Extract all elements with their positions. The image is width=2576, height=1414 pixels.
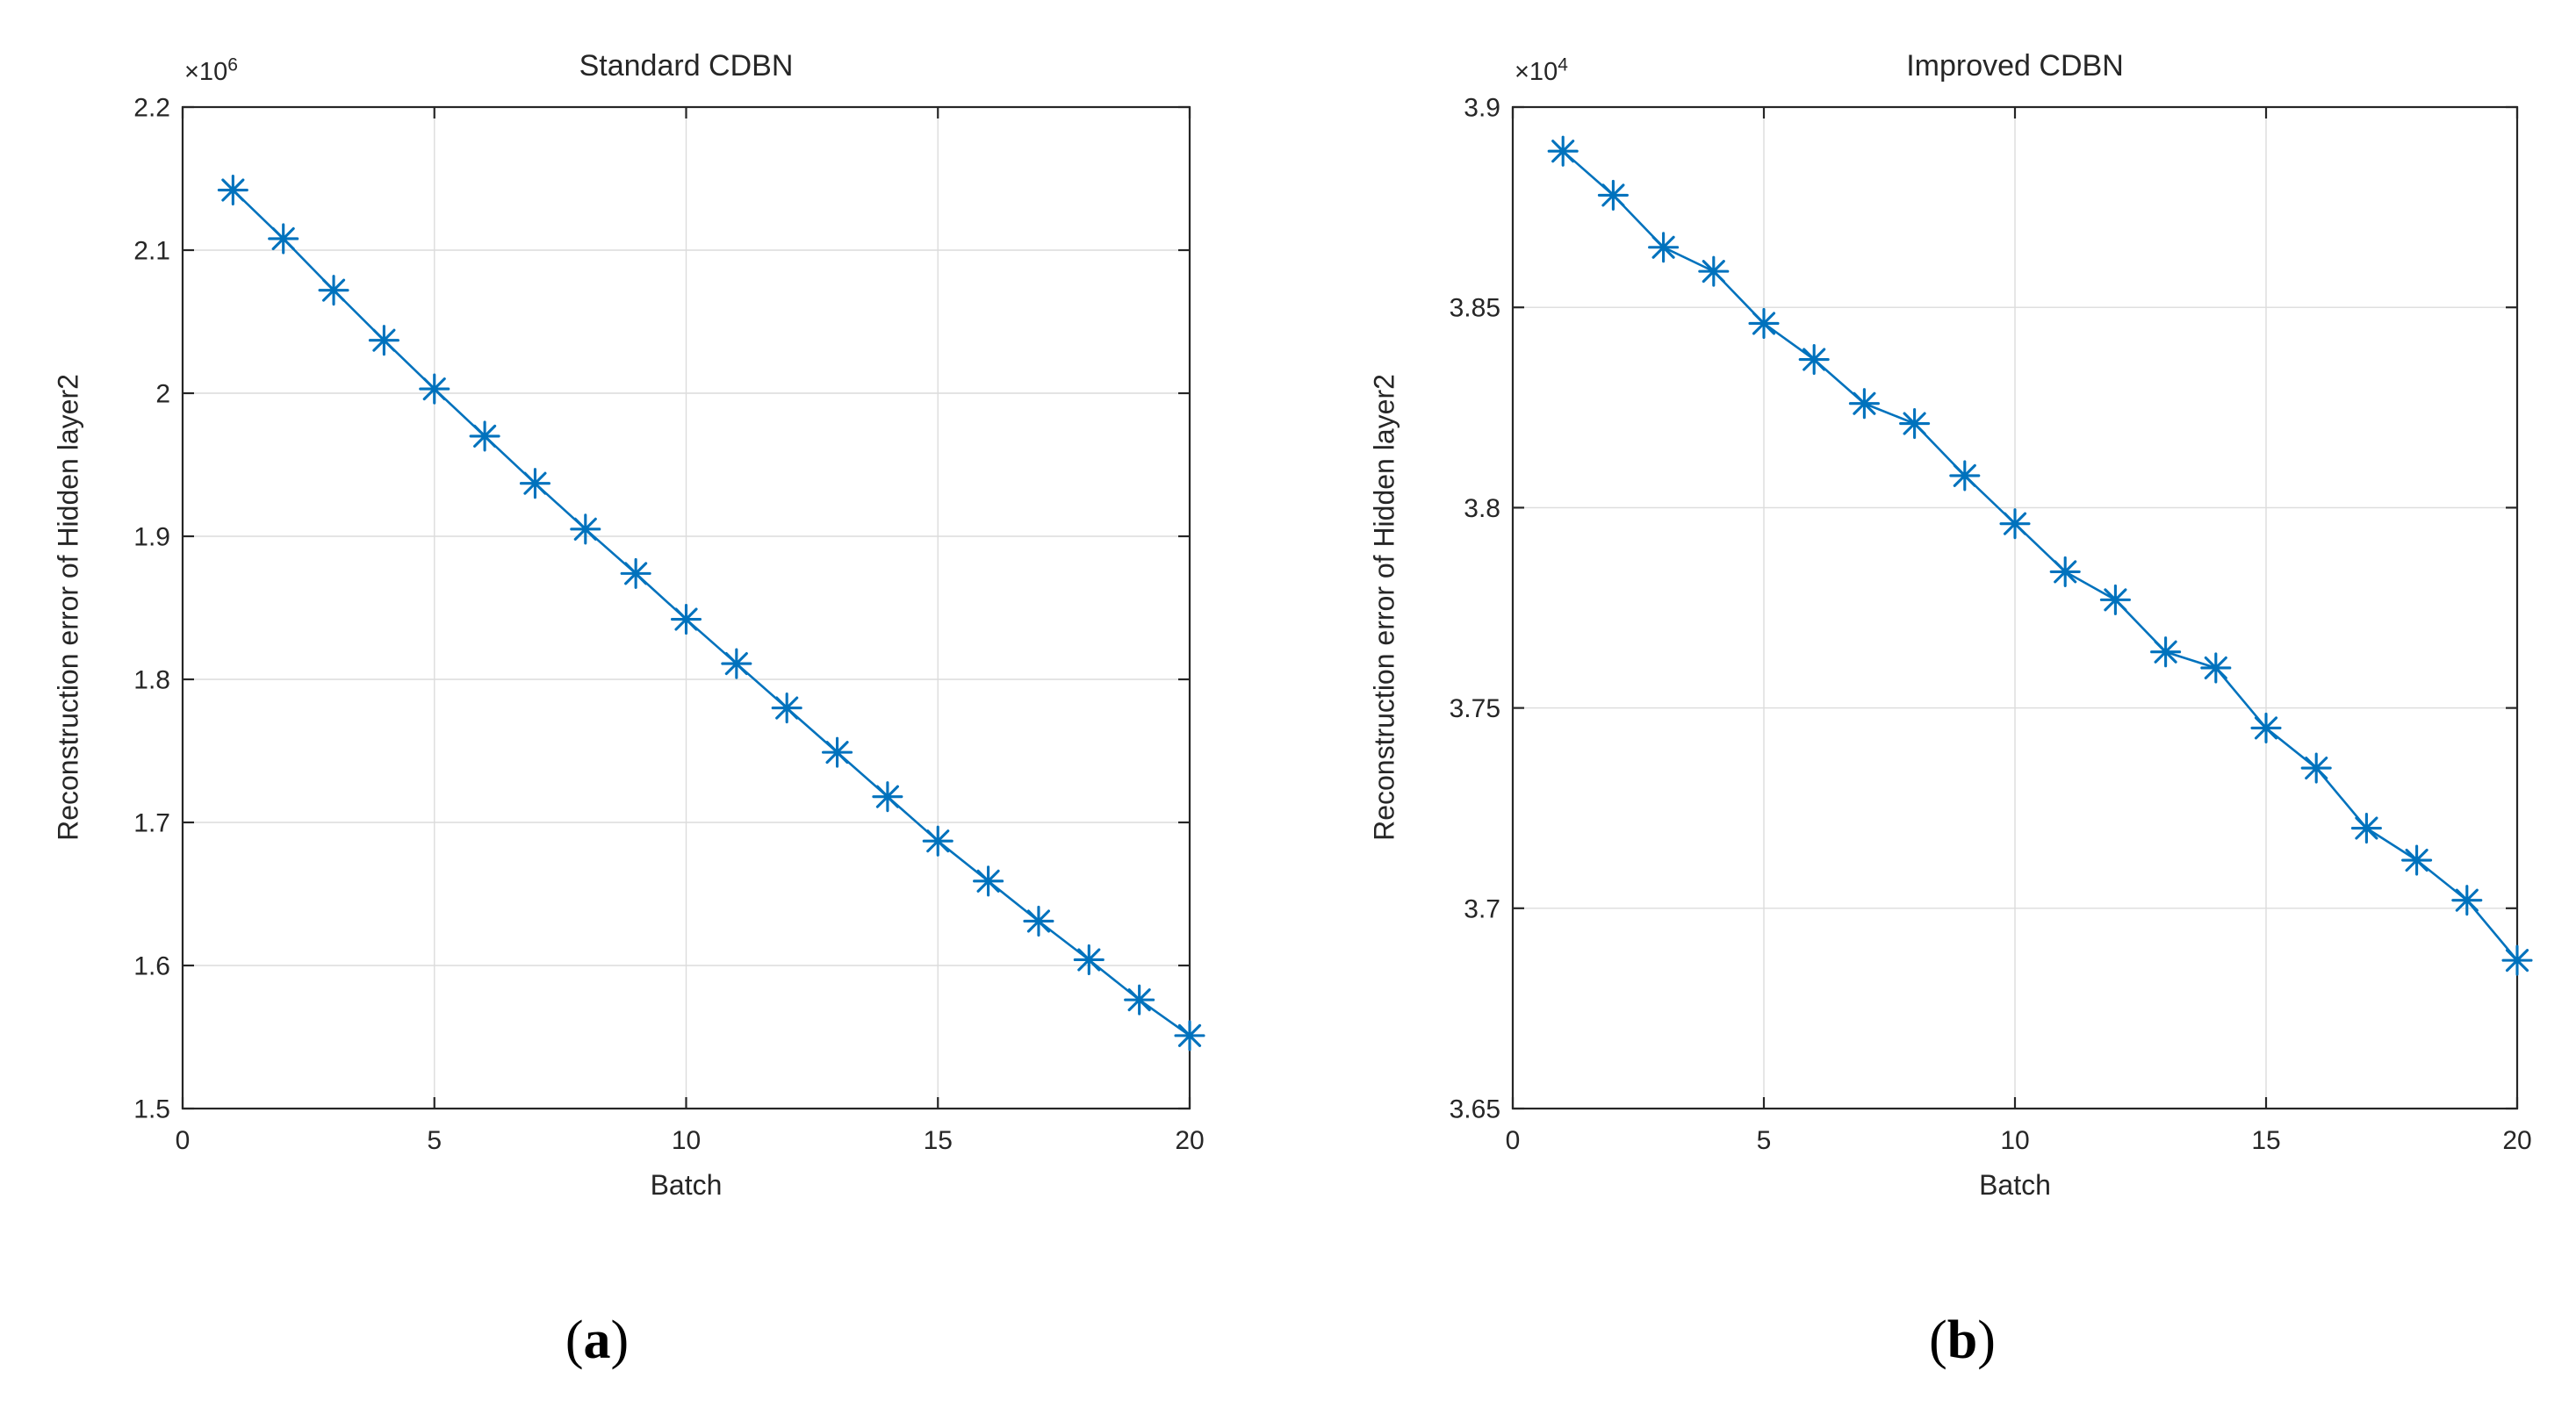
y-tick-label: 3.9 <box>1464 94 1500 123</box>
data-point-marker <box>1798 343 1830 376</box>
data-point-marker <box>2250 712 2282 743</box>
y-tick-label: 3.65 <box>1450 1095 1500 1124</box>
data-point-marker <box>318 275 349 306</box>
x-axis-label: Batch <box>650 1169 723 1201</box>
data-point-marker <box>2099 584 2131 615</box>
x-tick-label: 5 <box>1757 1126 1772 1155</box>
y-tick-label: 1.8 <box>133 666 170 695</box>
subfigure-label-open-paren: ( <box>565 1310 584 1370</box>
data-point-marker <box>922 825 953 857</box>
data-point-marker <box>1547 135 1579 167</box>
x-tick-label: 15 <box>924 1126 953 1155</box>
data-point-marker <box>1648 232 1680 263</box>
y-tick-label: 2 <box>155 380 170 409</box>
data-point-marker <box>268 223 299 255</box>
data-point-marker <box>771 693 802 724</box>
data-point-marker <box>1848 388 1880 420</box>
y-tick-label: 3.85 <box>1450 294 1500 323</box>
data-point-marker <box>1748 307 1780 340</box>
data-point-marker <box>1073 944 1105 976</box>
data-point-marker <box>1174 1020 1205 1052</box>
x-tick-label: 0 <box>176 1126 191 1155</box>
y-tick-label: 1.9 <box>133 523 170 552</box>
data-point-marker <box>2350 812 2382 844</box>
chart-title: Standard CDBN <box>579 49 794 83</box>
x-tick-label: 10 <box>2000 1126 2029 1155</box>
subfigure-label-letter: b <box>1946 1310 1978 1370</box>
data-point-marker <box>570 513 601 545</box>
subfigure-label-close-paren: ) <box>610 1310 630 1370</box>
subfigure-label-a: (a) <box>421 1310 773 1372</box>
y-tick-label: 1.5 <box>133 1095 170 1124</box>
y-axis-exponent: ×104 <box>1515 55 1568 87</box>
chart-panel-improved-cdbn: 0 5 10 15 20 3.65 3.7 3.75 3.8 3.85 3.9 Improved C… <box>1288 0 2576 1414</box>
chart-title: Improved CDBN <box>1906 49 2124 83</box>
plot-area-improved-cdbn: 0 5 10 15 20 3.65 3.7 3.75 3.8 3.85 3.9 <box>1450 94 2533 1155</box>
subfigure-label-b: (b) <box>1787 1310 2138 1372</box>
x-tick-label: 10 <box>672 1126 701 1155</box>
data-point-marker <box>670 603 702 635</box>
data-point-marker <box>2451 885 2483 916</box>
data-point-marker <box>620 557 651 589</box>
chart-panel-standard-cdbn: 0 5 10 15 20 1.5 1.6 1.7 1.8 1.9 2 2.1 2.2 Standard … <box>52 49 1205 1372</box>
data-point-marker <box>721 648 752 679</box>
y-exponent-power: 6 <box>227 54 238 75</box>
y-exponent-power: 4 <box>1558 54 1568 75</box>
y-axis-label: Reconstruction error of Hidden layer2 <box>52 374 84 841</box>
data-point-marker <box>2150 636 2182 668</box>
data-point-marker <box>1597 179 1629 211</box>
y-tick-label: 1.7 <box>133 809 170 838</box>
y-tick-label: 1.6 <box>133 952 170 981</box>
data-point-marker <box>872 781 903 813</box>
data-point-marker <box>1023 905 1054 937</box>
y-exponent-base: ×10 <box>1515 58 1558 86</box>
x-tick-label: 20 <box>1175 1126 1204 1155</box>
x-axis-label: Batch <box>1979 1169 2051 1201</box>
data-point-marker <box>1949 460 1981 492</box>
subfigure-label-letter: a <box>583 1310 611 1370</box>
y-exponent-base: ×10 <box>184 58 228 86</box>
data-point-marker <box>2049 556 2081 587</box>
data-point-marker <box>822 736 853 768</box>
x-tick-label: 15 <box>2251 1126 2280 1155</box>
y-tick-label: 3.8 <box>1464 494 1500 523</box>
data-point-marker <box>1899 408 1931 440</box>
data-point-marker <box>419 373 450 405</box>
data-point-marker <box>217 174 248 206</box>
x-tick-label: 20 <box>2502 1126 2531 1155</box>
data-point-marker <box>469 420 500 452</box>
y-tick-label: 2.2 <box>133 94 170 123</box>
data-point-marker <box>2501 944 2533 976</box>
y-tick-label: 3.75 <box>1450 694 1500 723</box>
y-axis-exponent: ×106 <box>184 55 238 87</box>
data-point-marker <box>973 865 1004 897</box>
data-point-marker <box>2200 652 2232 684</box>
y-tick-label: 3.7 <box>1464 894 1500 923</box>
data-point-marker <box>2401 844 2433 876</box>
data-point-marker <box>368 325 399 356</box>
subfigure-label-close-paren: ) <box>1977 1310 1996 1370</box>
data-point-marker <box>1999 508 2031 540</box>
subfigure-label-open-paren: ( <box>1929 1310 1947 1370</box>
x-tick-label: 0 <box>1506 1126 1521 1155</box>
data-point-marker <box>2300 752 2332 784</box>
data-point-marker <box>519 468 550 499</box>
y-axis-label: Reconstruction error of Hidden layer2 <box>1368 374 1400 841</box>
plot-area-standard-cdbn: 0 5 10 15 20 1.5 1.6 1.7 1.8 1.9 2 2.1 2.2 <box>133 94 1205 1155</box>
data-point-marker <box>1698 255 1730 287</box>
data-point-marker <box>1124 984 1155 1016</box>
y-tick-label: 2.1 <box>133 237 170 266</box>
x-tick-label: 5 <box>427 1126 442 1155</box>
